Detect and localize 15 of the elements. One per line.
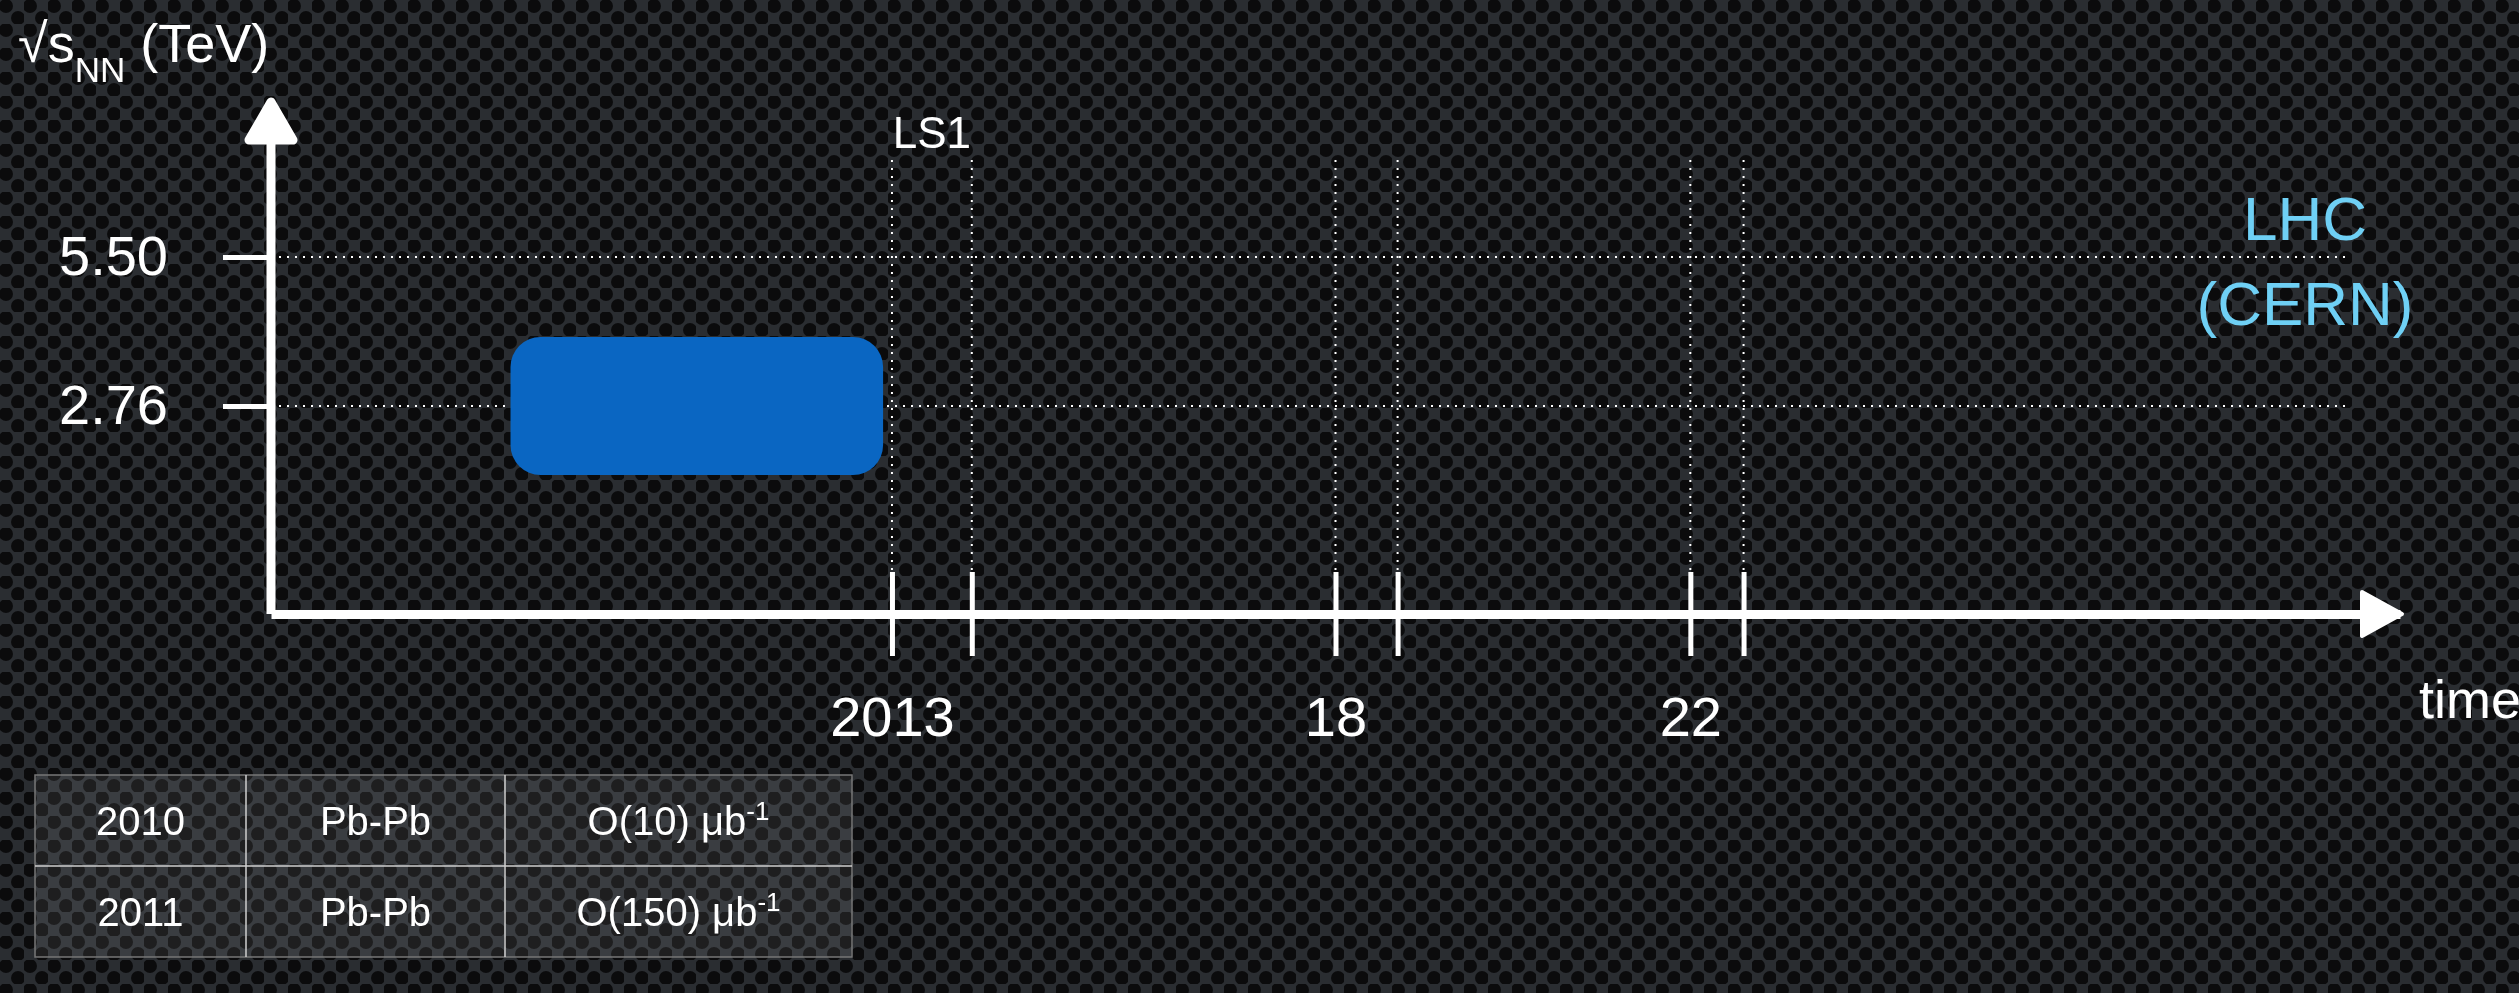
x-axis-title: time — [2418, 669, 2519, 729]
annotation: LHC (CERN) — [2196, 184, 2414, 338]
y-tick-label: 2.76 — [59, 373, 168, 437]
text: O(10) μb$^{-1}$ — [587, 795, 770, 843]
text: Pb-Pb — [319, 889, 432, 934]
x-tick-label: 18 — [1304, 684, 1368, 748]
y-tick-label: 5.50 — [59, 224, 168, 288]
x-tick-label: 22 — [1659, 684, 1722, 748]
text: 2011 — [97, 889, 184, 934]
ref-line-label: LS1 — [892, 108, 972, 157]
text: 2010 — [96, 798, 185, 843]
text: Pb-Pb — [319, 798, 432, 843]
text: O(150) μb$^{-1}$ — [576, 886, 781, 934]
y-axis-title: √s$_{NN}$ (TeV) — [18, 13, 270, 89]
x-tick-label: 2013 — [830, 684, 955, 748]
